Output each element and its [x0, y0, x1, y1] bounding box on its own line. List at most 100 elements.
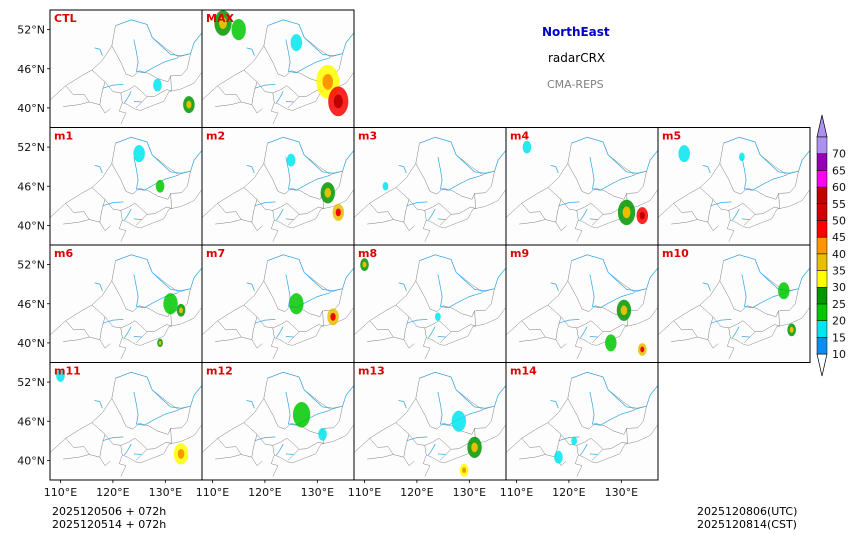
province-border	[243, 69, 288, 94]
panel-m7: m7	[201, 244, 355, 363]
panel-CTL: CTL	[49, 9, 203, 128]
river	[246, 47, 255, 56]
river	[124, 208, 132, 221]
panel-background	[354, 362, 506, 480]
river	[254, 436, 276, 442]
coastline	[118, 71, 202, 125]
colorbar-upper-arrow	[816, 114, 828, 138]
national-border	[354, 254, 495, 344]
colorbar-label: 30	[832, 281, 846, 294]
river	[285, 453, 294, 455]
national-border	[506, 372, 647, 461]
river	[419, 371, 506, 409]
colorbar-segment	[816, 170, 828, 188]
river	[589, 156, 635, 191]
river	[267, 19, 354, 57]
province-border	[120, 327, 123, 338]
province-border	[91, 69, 136, 94]
river	[702, 165, 711, 174]
y-tick-label: 52°N	[17, 259, 45, 272]
river	[550, 282, 559, 291]
river	[580, 443, 588, 456]
province-border	[369, 438, 394, 455]
echo-blob	[163, 293, 178, 315]
province-border	[272, 92, 275, 103]
river	[723, 136, 810, 174]
echo-core	[471, 442, 478, 453]
x-tick-label: 130°E	[453, 486, 486, 499]
province-border	[367, 336, 404, 342]
river	[94, 165, 103, 174]
river	[276, 443, 284, 456]
province-border	[424, 327, 427, 338]
colorbar-segment	[816, 337, 828, 355]
echo-core	[219, 17, 227, 29]
province-border	[521, 203, 546, 220]
colorbar-label: 10	[832, 348, 846, 361]
province-border	[65, 85, 90, 103]
panel-m8: m8	[353, 244, 507, 363]
map-layer	[50, 254, 202, 360]
colorbar-label: 20	[832, 315, 846, 328]
coastline	[118, 189, 202, 242]
province-border	[519, 454, 556, 460]
province-border	[369, 320, 394, 338]
province-border	[742, 320, 756, 332]
river	[285, 39, 331, 74]
colorbar-segment	[816, 153, 828, 171]
echo-core	[620, 305, 628, 316]
panel-m1: m1	[49, 127, 203, 246]
echo-core	[158, 340, 162, 345]
province-border	[243, 422, 288, 446]
province-border	[215, 454, 252, 460]
province-border	[63, 336, 100, 342]
river	[437, 218, 446, 220]
province-border	[111, 280, 171, 318]
colorbar-segment	[816, 253, 828, 271]
province-border	[567, 163, 627, 200]
province-border	[217, 438, 242, 455]
province-border	[742, 203, 756, 215]
panel-label: CTL	[54, 12, 77, 25]
panel-label: m4	[510, 130, 529, 143]
province-border	[243, 187, 288, 211]
province-border	[217, 320, 242, 338]
panel-background	[658, 127, 810, 245]
national-border	[202, 254, 343, 344]
coastline	[118, 424, 202, 477]
river	[406, 319, 428, 324]
panel-label: m10	[662, 247, 689, 260]
colorbar-label: 35	[832, 265, 846, 278]
river	[558, 319, 580, 324]
panel-label: m8	[358, 247, 377, 260]
colorbar-lower-arrow	[816, 353, 828, 377]
province-border	[547, 187, 592, 211]
river	[437, 453, 446, 455]
y-tick-label: 40°N	[17, 219, 45, 232]
region-title: NorthEast	[542, 25, 610, 39]
map-layer	[50, 369, 202, 477]
colorbar-segment	[816, 320, 828, 338]
colorbar-label: 40	[832, 248, 846, 261]
echo-blob	[678, 145, 690, 163]
river	[276, 91, 284, 103]
colorbar-segment	[816, 220, 828, 238]
colorbar-segment	[816, 286, 828, 305]
province-border	[590, 438, 604, 450]
province-border	[438, 203, 452, 215]
river	[133, 156, 179, 191]
echo-blob	[738, 152, 745, 162]
province-border	[286, 320, 300, 332]
echo-blob	[382, 182, 389, 191]
panel-background	[354, 127, 506, 245]
river	[437, 274, 483, 309]
river	[102, 84, 124, 89]
x-tick-label: 130°E	[149, 486, 182, 499]
panel-label: m13	[358, 365, 385, 378]
river	[115, 19, 202, 57]
map-layer	[506, 136, 658, 242]
colorbar-segment	[816, 136, 828, 154]
province-border	[395, 422, 440, 446]
province-border	[369, 203, 394, 220]
x-tick-label: 110°E	[44, 486, 77, 499]
